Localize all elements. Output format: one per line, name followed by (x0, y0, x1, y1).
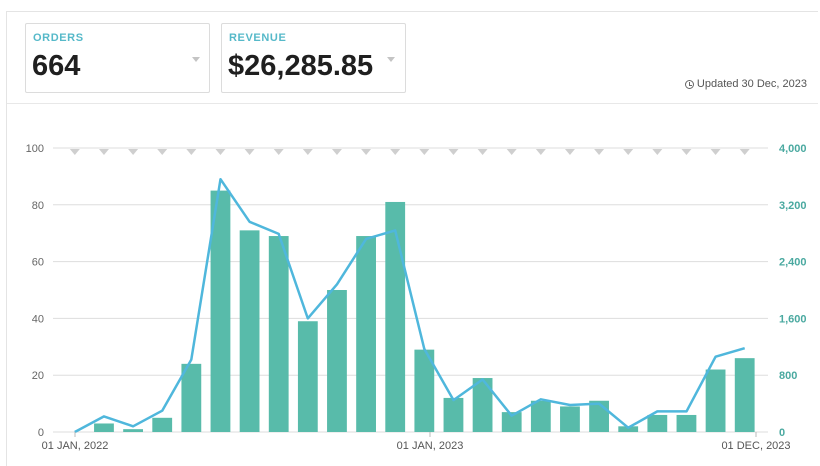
dashboard-frame (6, 11, 818, 466)
marker-triangle-icon (535, 149, 546, 155)
bar (560, 406, 580, 432)
marker-triangle-icon (594, 149, 605, 155)
left-axis-tick-label: 60 (32, 257, 44, 269)
revenue-value: $26,285.85 (228, 50, 374, 82)
marker-triangle-icon (128, 149, 139, 155)
bar (705, 369, 726, 432)
right-axis-tick-label: 2,400 (779, 257, 807, 269)
marker-triangle-icon (361, 149, 372, 155)
updated-text: Updated 30 Dec, 2023 (696, 78, 807, 90)
marker-triangle-icon (69, 149, 80, 155)
x-axis-tick-label: 01 JAN, 2022 (42, 440, 109, 452)
bar (181, 363, 202, 432)
bar (530, 400, 551, 432)
marker-triangle-icon (710, 149, 721, 155)
marker-triangle-icon (244, 149, 255, 155)
left-axis-tick-label: 0 (38, 427, 44, 439)
bar (385, 201, 406, 432)
right-axis-tick-label: 0 (779, 427, 785, 439)
x-axis-tick-label: 01 JAN, 2023 (397, 440, 464, 452)
right-axis-tick-label: 4,000 (779, 143, 807, 155)
marker-triangle-icon (215, 149, 226, 155)
bar (618, 426, 639, 432)
marker-triangle-icon (564, 149, 575, 155)
bar (239, 230, 260, 432)
revenue-label: REVENUE (229, 32, 287, 44)
marker-triangle-icon (623, 149, 634, 155)
bar (676, 414, 697, 432)
marker-triangle-icon (331, 149, 342, 155)
right-axis-tick-label: 800 (779, 370, 797, 382)
marker-triangle-icon (302, 149, 313, 155)
left-axis-tick-label: 40 (32, 313, 44, 325)
bar (152, 417, 173, 432)
right-axis-tick-label: 3,200 (779, 200, 807, 212)
marker-triangle-icon (506, 149, 517, 155)
bar (123, 429, 143, 432)
bar (501, 412, 522, 432)
orders-label: ORDERS (33, 32, 84, 44)
bar (589, 400, 609, 432)
bar (327, 290, 347, 432)
marker-triangle-icon (186, 149, 197, 155)
clock-icon (684, 79, 694, 89)
bar (210, 190, 231, 432)
revenue-card[interactable]: REVENUE $26,285.85 (221, 23, 406, 93)
left-axis-tick-label: 80 (32, 200, 44, 212)
marker-triangle-icon (419, 149, 430, 155)
marker-triangle-icon (652, 149, 663, 155)
header-bar (7, 12, 818, 104)
bar (94, 423, 114, 432)
marker-triangle-icon (390, 149, 401, 155)
bar (472, 378, 493, 432)
marker-triangle-icon (681, 149, 692, 155)
bar (443, 397, 464, 432)
right-axis-tick-label: 1,600 (779, 313, 807, 325)
orders-card[interactable]: ORDERS 664 (25, 23, 210, 93)
bar (297, 321, 318, 432)
chevron-down-icon[interactable] (387, 57, 395, 62)
chevron-down-icon[interactable] (192, 57, 200, 62)
marker-triangle-icon (448, 149, 459, 155)
marker-triangle-icon (739, 149, 750, 155)
x-axis-tick-label: 01 DEC, 2023 (721, 440, 790, 452)
bar (414, 349, 435, 432)
bar (647, 414, 668, 432)
marker-triangle-icon (477, 149, 488, 155)
left-axis-tick-label: 100 (26, 143, 44, 155)
updated-timestamp: Updated 30 Dec, 2023 (684, 78, 807, 90)
marker-triangle-icon (273, 149, 284, 155)
bar (734, 358, 755, 432)
revenue-line (74, 177, 746, 434)
marker-triangle-icon (157, 149, 168, 155)
bar (356, 236, 376, 432)
bar (268, 236, 289, 432)
marker-triangle-icon (98, 149, 109, 155)
left-axis-tick-label: 20 (32, 370, 44, 382)
orders-value: 664 (32, 50, 81, 82)
